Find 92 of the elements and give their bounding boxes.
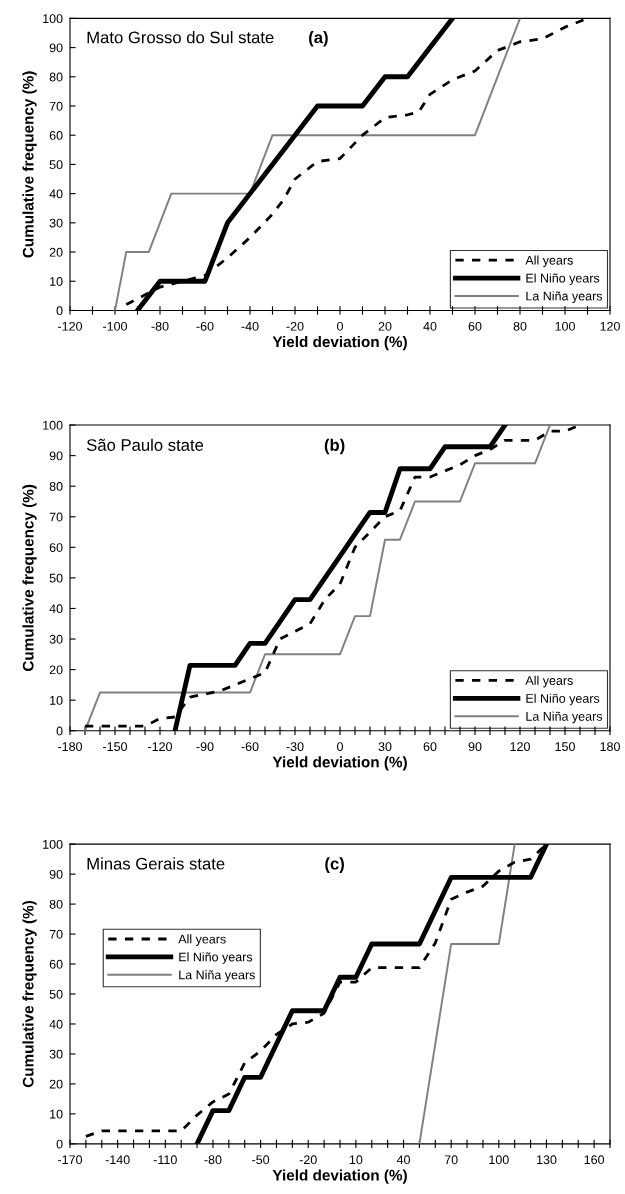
legend-label: La Niña years <box>526 711 603 724</box>
x-axis-title: Yield deviation (%) <box>272 756 407 771</box>
y-tick-label: 70 <box>49 101 63 111</box>
y-tick-label: 10 <box>50 1109 63 1119</box>
x-tick-label: 150 <box>555 742 575 752</box>
x-tick-label: 90 <box>468 742 482 752</box>
x-tick-label: 0 <box>337 321 343 331</box>
x-tick-label: 80 <box>513 321 527 331</box>
y-tick-label: 60 <box>49 543 63 552</box>
y-tick-label: 90 <box>49 451 63 461</box>
y-tick-label: 30 <box>49 1049 63 1059</box>
x-tick-label: 40 <box>423 321 437 331</box>
y-tick-label: 20 <box>49 247 63 257</box>
x-tick-label: 60 <box>423 742 437 752</box>
y-axis-title: Cumulative frequency (%) <box>22 484 37 672</box>
x-axis-title: Yield deviation (%) <box>272 1169 407 1184</box>
legend-label: La Niña years <box>526 291 603 303</box>
y-tick-label: 80 <box>49 72 63 82</box>
x-tick-label: 60 <box>468 321 482 331</box>
y-tick-label: 70 <box>49 512 63 522</box>
x-tick-label: -40 <box>241 321 259 331</box>
y-tick-label: 40 <box>49 604 63 614</box>
x-tick-label: 0 <box>337 742 343 752</box>
x-tick-label: 100 <box>555 321 575 331</box>
text: Mato Grosso do Sul state <box>87 31 274 44</box>
x-tick-label: -30 <box>286 742 304 752</box>
x-tick-label: -60 <box>241 742 259 752</box>
y-axis-title: Cumulative frequency (%) <box>22 71 37 258</box>
legend-label: El Niño years <box>526 273 600 286</box>
x-tick-label: 10 <box>349 1155 363 1165</box>
y-tick-label: 60 <box>49 959 63 969</box>
x-tick-label: -20 <box>286 321 304 331</box>
y-axis-title: Cumulative frequency (%) <box>22 900 37 1088</box>
legend-label: All years <box>525 675 573 688</box>
y-tick-label: 80 <box>49 899 63 909</box>
x-tick-label: 20 <box>378 321 392 331</box>
legend-label: El Niño years <box>179 952 253 964</box>
y-tick-label: 90 <box>49 43 63 53</box>
y-tick-label: 40 <box>49 189 63 199</box>
annotation: (c) <box>325 857 344 873</box>
y-tick-label: 90 <box>49 869 63 879</box>
legend-label: La Niña years <box>179 970 255 982</box>
legend-label: All years <box>525 255 573 268</box>
legend-label: El Niño years <box>526 693 600 706</box>
x-tick-label: 100 <box>489 1155 509 1165</box>
y-tick-label: 100 <box>43 14 63 24</box>
y-tick-label: 0 <box>56 1139 63 1149</box>
y-tick-label: 30 <box>49 218 63 228</box>
x-tick-label: -100 <box>103 321 128 331</box>
x-tick-label: -120 <box>148 742 173 752</box>
x-tick-label: -90 <box>196 742 214 752</box>
y-tick-label: 50 <box>49 573 63 583</box>
y-tick-label: 10 <box>50 277 63 286</box>
y-tick-label: 60 <box>49 131 63 140</box>
x-tick-label: -80 <box>151 321 169 331</box>
y-tick-label: 50 <box>49 989 63 999</box>
x-tick-label: -180 <box>58 742 83 752</box>
y-tick-label: 50 <box>49 160 63 170</box>
y-tick-label: 0 <box>56 306 63 316</box>
annotation: (b) <box>324 438 345 455</box>
y-tick-label: 10 <box>50 695 63 705</box>
x-tick-label: -20 <box>299 1155 317 1165</box>
x-tick-label: 70 <box>444 1155 458 1165</box>
text: Minas Gerais state <box>87 857 225 870</box>
x-tick-label: -60 <box>196 321 214 331</box>
x-tick-label: 180 <box>600 742 620 752</box>
x-tick-label: -150 <box>103 742 128 752</box>
x-tick-label: 30 <box>378 742 392 752</box>
x-tick-label: 40 <box>396 1155 410 1165</box>
x-tick-label: -170 <box>58 1155 83 1165</box>
x-tick-label: -80 <box>204 1155 222 1165</box>
x-tick-label: -120 <box>58 321 83 331</box>
x-tick-label: 120 <box>600 321 620 331</box>
x-tick-label: 120 <box>510 742 530 752</box>
x-tick-label: -50 <box>252 1155 270 1165</box>
x-tick-label: 160 <box>584 1155 605 1165</box>
y-tick-label: 100 <box>43 420 63 430</box>
annotation: (a) <box>309 31 328 47</box>
text: São Paulo state <box>86 438 204 451</box>
y-tick-label: 0 <box>56 726 63 736</box>
x-tick-label: 130 <box>537 1155 557 1165</box>
y-tick-label: 20 <box>49 665 63 675</box>
x-tick-label: -110 <box>153 1155 177 1165</box>
y-tick-label: 70 <box>49 929 63 939</box>
x-axis-title: Yield deviation (%) <box>272 335 407 351</box>
y-tick-label: 20 <box>49 1079 63 1089</box>
y-tick-label: 40 <box>49 1019 63 1029</box>
y-tick-label: 30 <box>49 634 63 644</box>
x-tick-label: -140 <box>105 1155 130 1165</box>
y-tick-label: 100 <box>43 839 63 849</box>
y-tick-label: 80 <box>49 482 63 491</box>
legend-label: All years <box>178 934 226 946</box>
